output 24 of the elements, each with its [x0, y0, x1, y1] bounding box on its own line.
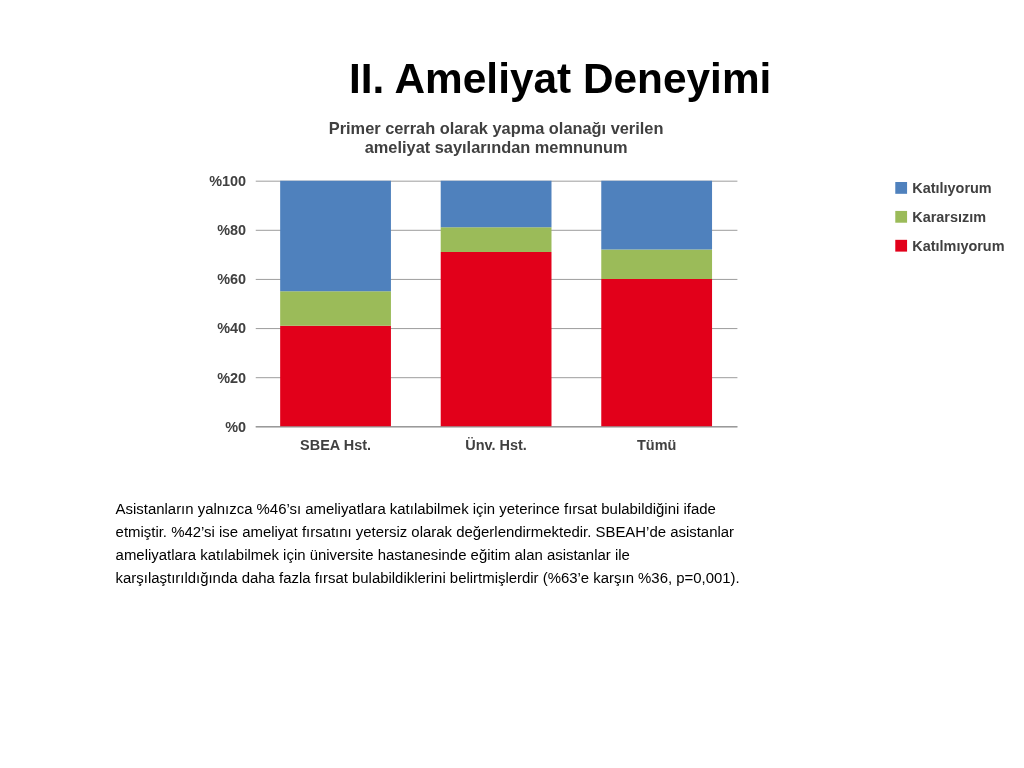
x-tick-label: Tümü [637, 436, 677, 453]
y-tick-label: %40 [217, 320, 247, 337]
bar [440, 180, 552, 228]
legend-label: Katılmıyorum [912, 237, 1005, 254]
bar [280, 325, 391, 427]
bar [280, 180, 391, 292]
bar [440, 251, 552, 427]
text: Asistanların yalnızca %46’sı ameliyatlara katılabilmek için yeterince fırsat bulabildiğini ifade etmiştir. %42’si ise ameliyat fırsatını yetersiz olarak değerlendirmektedir. SBEAH’de asistanlar ameliyatlara katılabilmek için üniversite hastanesinde eğitim alan asistanlar ile karşılaştırıldığında daha fazla fırsat bulabildiklerini belirtmişlerdir (%63’e karşın %36, p=0,001). [115, 500, 740, 587]
y-tick-label: %20 [217, 369, 247, 386]
chart-title: II. Ameliyat Deneyimi [348, 55, 772, 103]
legend-label: Katılıyorum [912, 179, 992, 196]
bar [440, 227, 552, 252]
x-tick-label: SBEA Hst. [300, 436, 371, 453]
y-tick-label: %0 [225, 418, 247, 435]
bar [601, 249, 713, 279]
legend-label: Kararsızım [912, 208, 987, 225]
y-tick-label: %60 [217, 271, 247, 288]
bar [280, 291, 391, 326]
bar [601, 278, 713, 427]
bar [601, 180, 713, 250]
chart-subtitle: Primer cerrah olarak yapma olanağı verilen ameliyat sayılarından memnunum [328, 119, 664, 156]
y-tick-label: %100 [209, 172, 247, 189]
x-tick-label: Ünv. Hst. [465, 436, 527, 453]
y-tick-label: %80 [217, 222, 247, 239]
